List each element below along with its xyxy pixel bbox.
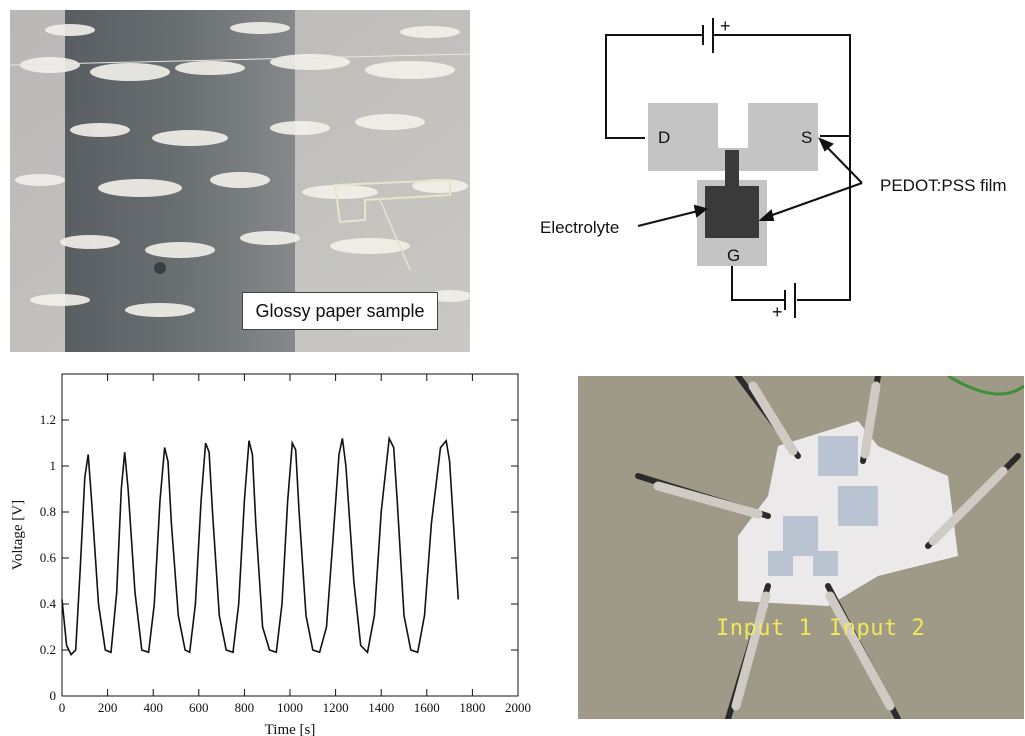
x-tick-label: 1600 xyxy=(414,700,440,715)
voltage-chart: 0 200 400 600 800 1000 1200 1400 1600 1800 2000 00… xyxy=(10,373,531,736)
electrolyte-stem xyxy=(725,150,739,190)
drain-label: D xyxy=(658,128,670,147)
x-tick-label: 1400 xyxy=(368,700,394,715)
source-label: S xyxy=(801,128,812,147)
bottom-circuit-wire xyxy=(731,136,851,301)
glossy-paper-photo: Glossy paper sample xyxy=(10,10,470,352)
x-axis-label: Time [s] xyxy=(265,722,316,736)
top-battery-icon xyxy=(702,18,714,53)
y-tick-label: 0.6 xyxy=(40,550,57,565)
y-tick-label: 0.2 xyxy=(40,642,56,657)
glossy-paper-image xyxy=(10,10,470,352)
bottom-battery-icon xyxy=(784,283,796,318)
input-2-label: Input 2 xyxy=(829,616,926,641)
y-axis-ticks: 0 0.2 0.4 0.6 0.8 1 1.2 xyxy=(40,412,518,703)
source-pad xyxy=(748,103,818,171)
film-label: PEDOT:PSS film xyxy=(880,176,1007,195)
x-tick-label: 2000 xyxy=(505,700,531,715)
x-tick-label: 1800 xyxy=(459,700,485,715)
x-tick-label: 400 xyxy=(143,700,163,715)
x-tick-label: 200 xyxy=(98,700,118,715)
y-tick-label: 1.2 xyxy=(40,412,56,427)
film-arrows xyxy=(637,137,863,227)
y-tick-label: 1 xyxy=(50,458,57,473)
x-tick-label: 800 xyxy=(235,700,255,715)
top-circuit-wire xyxy=(605,34,851,139)
y-tick-label: 0.8 xyxy=(40,504,56,519)
x-tick-label: 1000 xyxy=(277,700,303,715)
electrolyte-label: Electrolyte xyxy=(540,218,619,237)
input-1-label: Input 1 xyxy=(716,616,813,641)
y-axis-label: Voltage [V] xyxy=(10,500,26,570)
glossy-paper-label: Glossy paper sample xyxy=(242,292,438,330)
device-image xyxy=(578,376,1024,719)
electrolyte-block xyxy=(705,186,759,238)
gate-label: G xyxy=(727,246,740,265)
x-tick-label: 600 xyxy=(189,700,209,715)
device-photo: Input 1 Input 2 xyxy=(578,376,1024,719)
drain-pad xyxy=(648,103,718,171)
x-tick-label: 1200 xyxy=(323,700,349,715)
top-battery-polarity: + xyxy=(720,16,731,36)
y-tick-label: 0.4 xyxy=(40,596,57,611)
voltage-series-line xyxy=(61,435,460,656)
bottom-battery-polarity: + xyxy=(772,302,783,322)
x-axis-ticks: 0 200 400 600 800 1000 1200 1400 1600 1800 2000 xyxy=(59,374,531,715)
x-tick-label: 0 xyxy=(59,700,66,715)
transistor-schematic: + D S G + PEDOT:PSS film Electrolyte xyxy=(540,16,1007,322)
y-tick-label: 0 xyxy=(50,688,57,703)
